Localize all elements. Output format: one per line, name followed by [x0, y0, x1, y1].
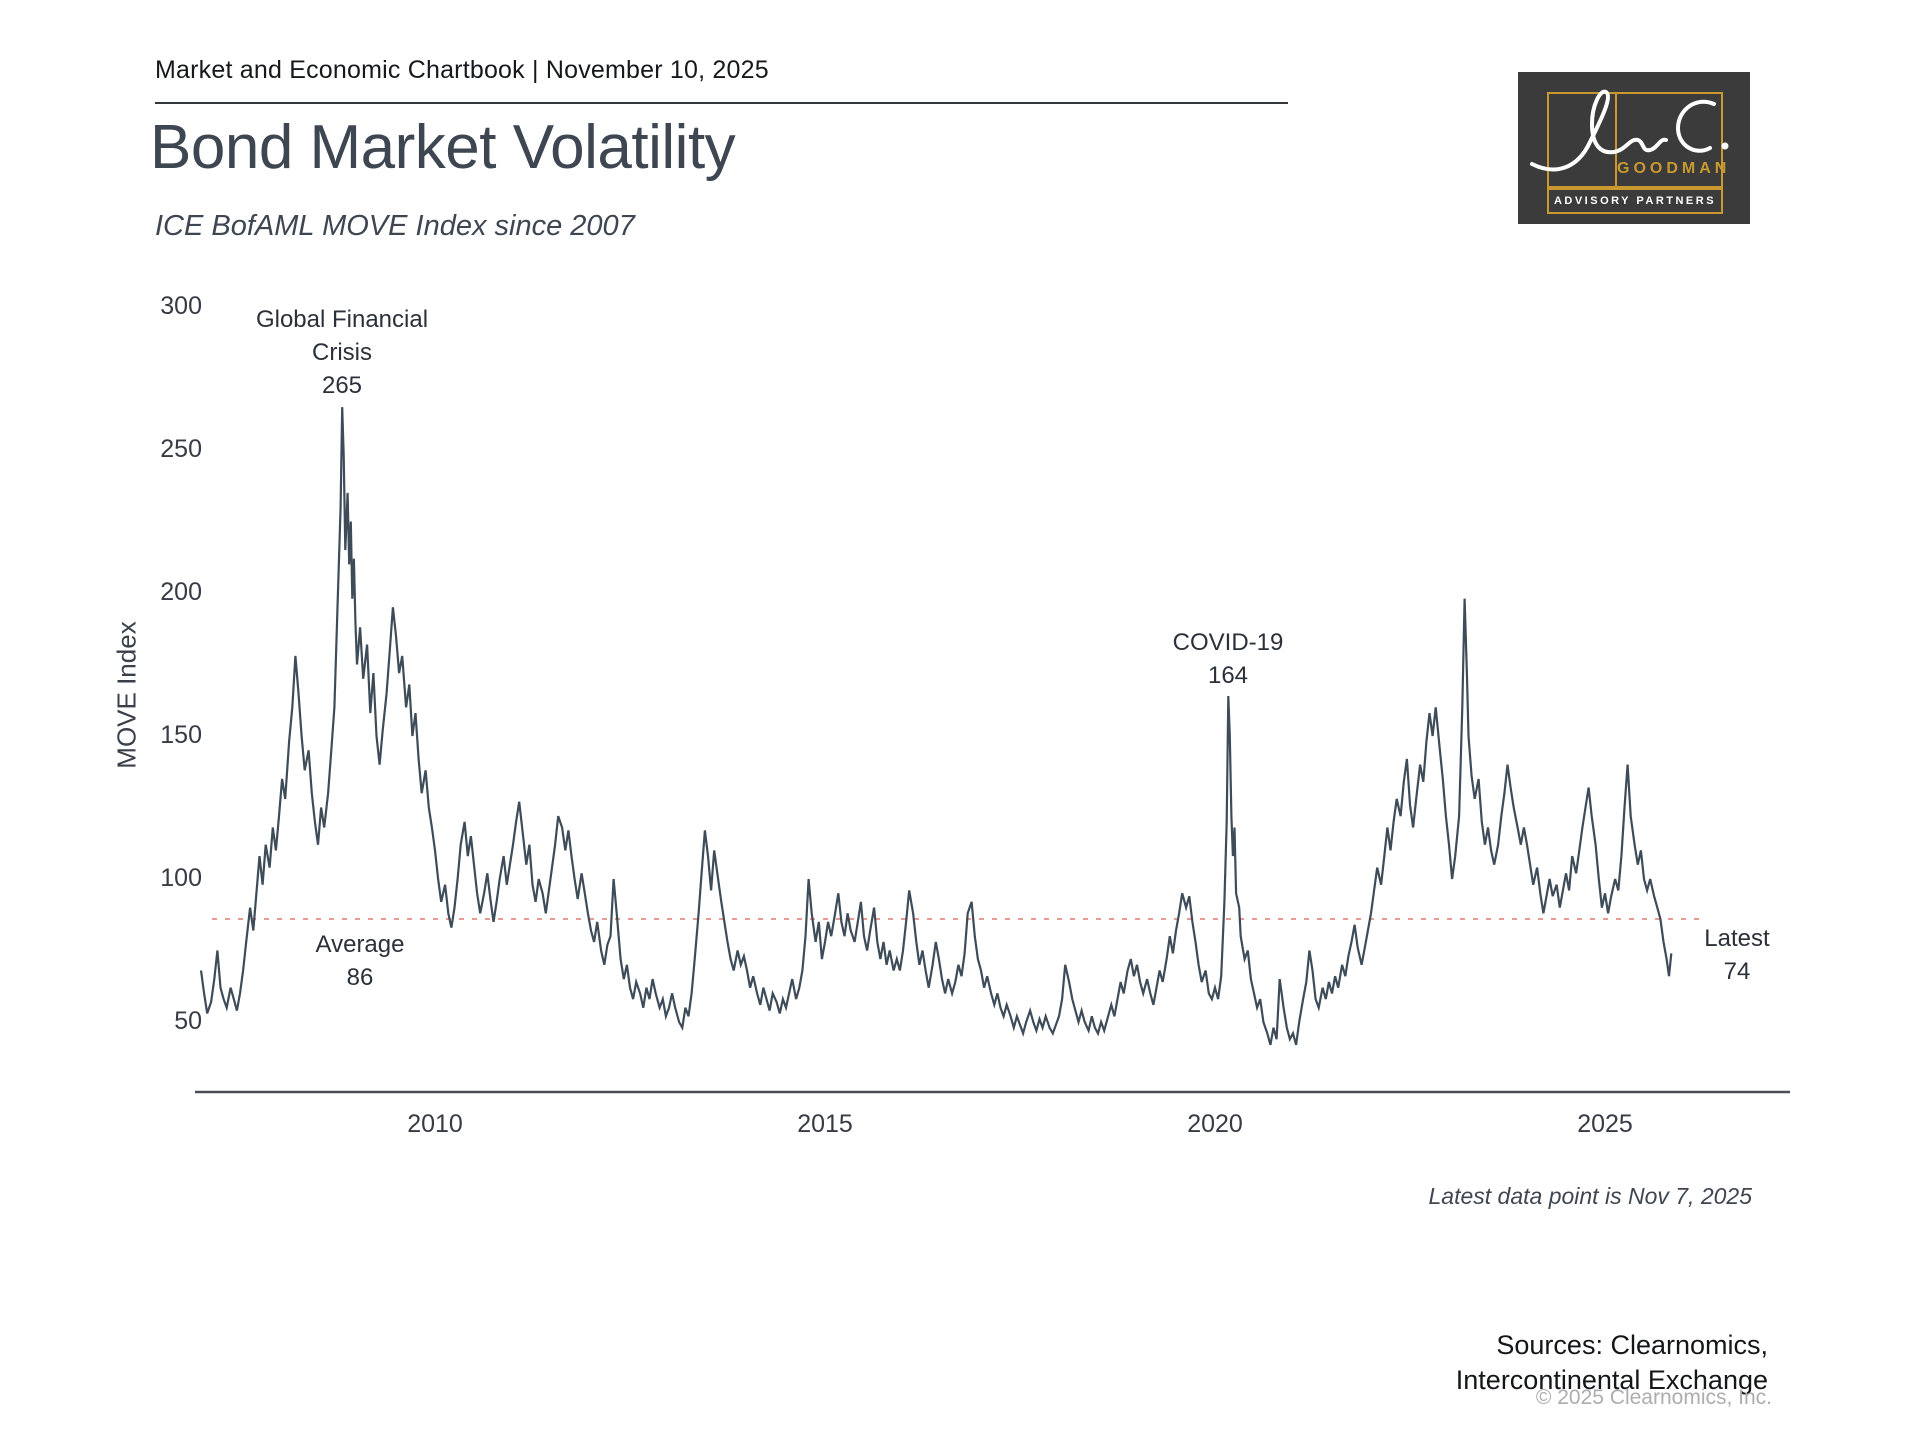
sources-line: Intercontinental Exchange — [1455, 1365, 1768, 1395]
logo-tagline: ADVISORY PARTNERS — [1553, 195, 1717, 207]
logo-tagline-frame: ADVISORY PARTNERS — [1547, 188, 1723, 214]
annotation-text: Average — [315, 931, 405, 958]
annotation-global-financial-crisis: Global Financial Crisis 265 — [256, 303, 428, 402]
page-subtitle: ICE BofAML MOVE Index since 2007 — [155, 210, 635, 242]
annotation-average: Average 86 — [316, 928, 405, 994]
x-axis-tick-label: 2025 — [1577, 1110, 1633, 1138]
page-title: Bond Market Volatility — [150, 113, 736, 182]
annotation-text: Crisis — [312, 339, 372, 366]
latest-data-note: Latest data point is Nov 7, 2025 — [1428, 1183, 1753, 1209]
x-axis-tick-label: 2015 — [797, 1110, 853, 1138]
annotation-text: Latest — [1704, 925, 1770, 952]
annotation-latest: Latest 74 — [1704, 922, 1769, 988]
header-divider — [155, 102, 1288, 104]
y-axis-tick-label: 300 — [160, 292, 202, 320]
x-axis-tick-label: 2010 — [407, 1110, 463, 1138]
y-axis-tick-label: 150 — [160, 721, 202, 749]
logo-name: GOODMAN — [1617, 160, 1731, 177]
y-axis-tick-label: 100 — [160, 864, 202, 892]
annotation-text: COVID-19 — [1172, 629, 1284, 656]
sources-note: Sources: Clearnomics, Intercontinental E… — [1456, 1328, 1768, 1398]
annotation-value: 265 — [321, 372, 363, 399]
annotation-value: 164 — [1207, 662, 1249, 689]
annotation-text: Global Financial — [255, 306, 429, 333]
annotation-covid-19: COVID-19 164 — [1173, 626, 1284, 692]
x-axis-tick-label: 2020 — [1187, 1110, 1243, 1138]
company-logo: GOODMAN ADVISORY PARTNERS — [1518, 72, 1750, 224]
annotation-value: 74 — [1723, 958, 1751, 985]
logo-frame-divider — [1615, 94, 1617, 186]
logo-frame: GOODMAN — [1547, 92, 1731, 188]
annotation-value: 86 — [346, 964, 374, 991]
y-axis-tick-label: 200 — [160, 578, 202, 606]
y-axis-tick-label: 250 — [160, 435, 202, 463]
move-index-series-line — [199, 407, 1673, 1046]
copyright-note: © 2025 Clearnomics, Inc. — [1535, 1386, 1772, 1409]
signature-icon — [1530, 89, 1729, 172]
y-axis-tick-label: 50 — [174, 1007, 202, 1035]
chartbook-header: Market and Economic Chartbook | November… — [155, 56, 769, 84]
sources-line: Sources: Clearnomics, — [1496, 1330, 1768, 1360]
